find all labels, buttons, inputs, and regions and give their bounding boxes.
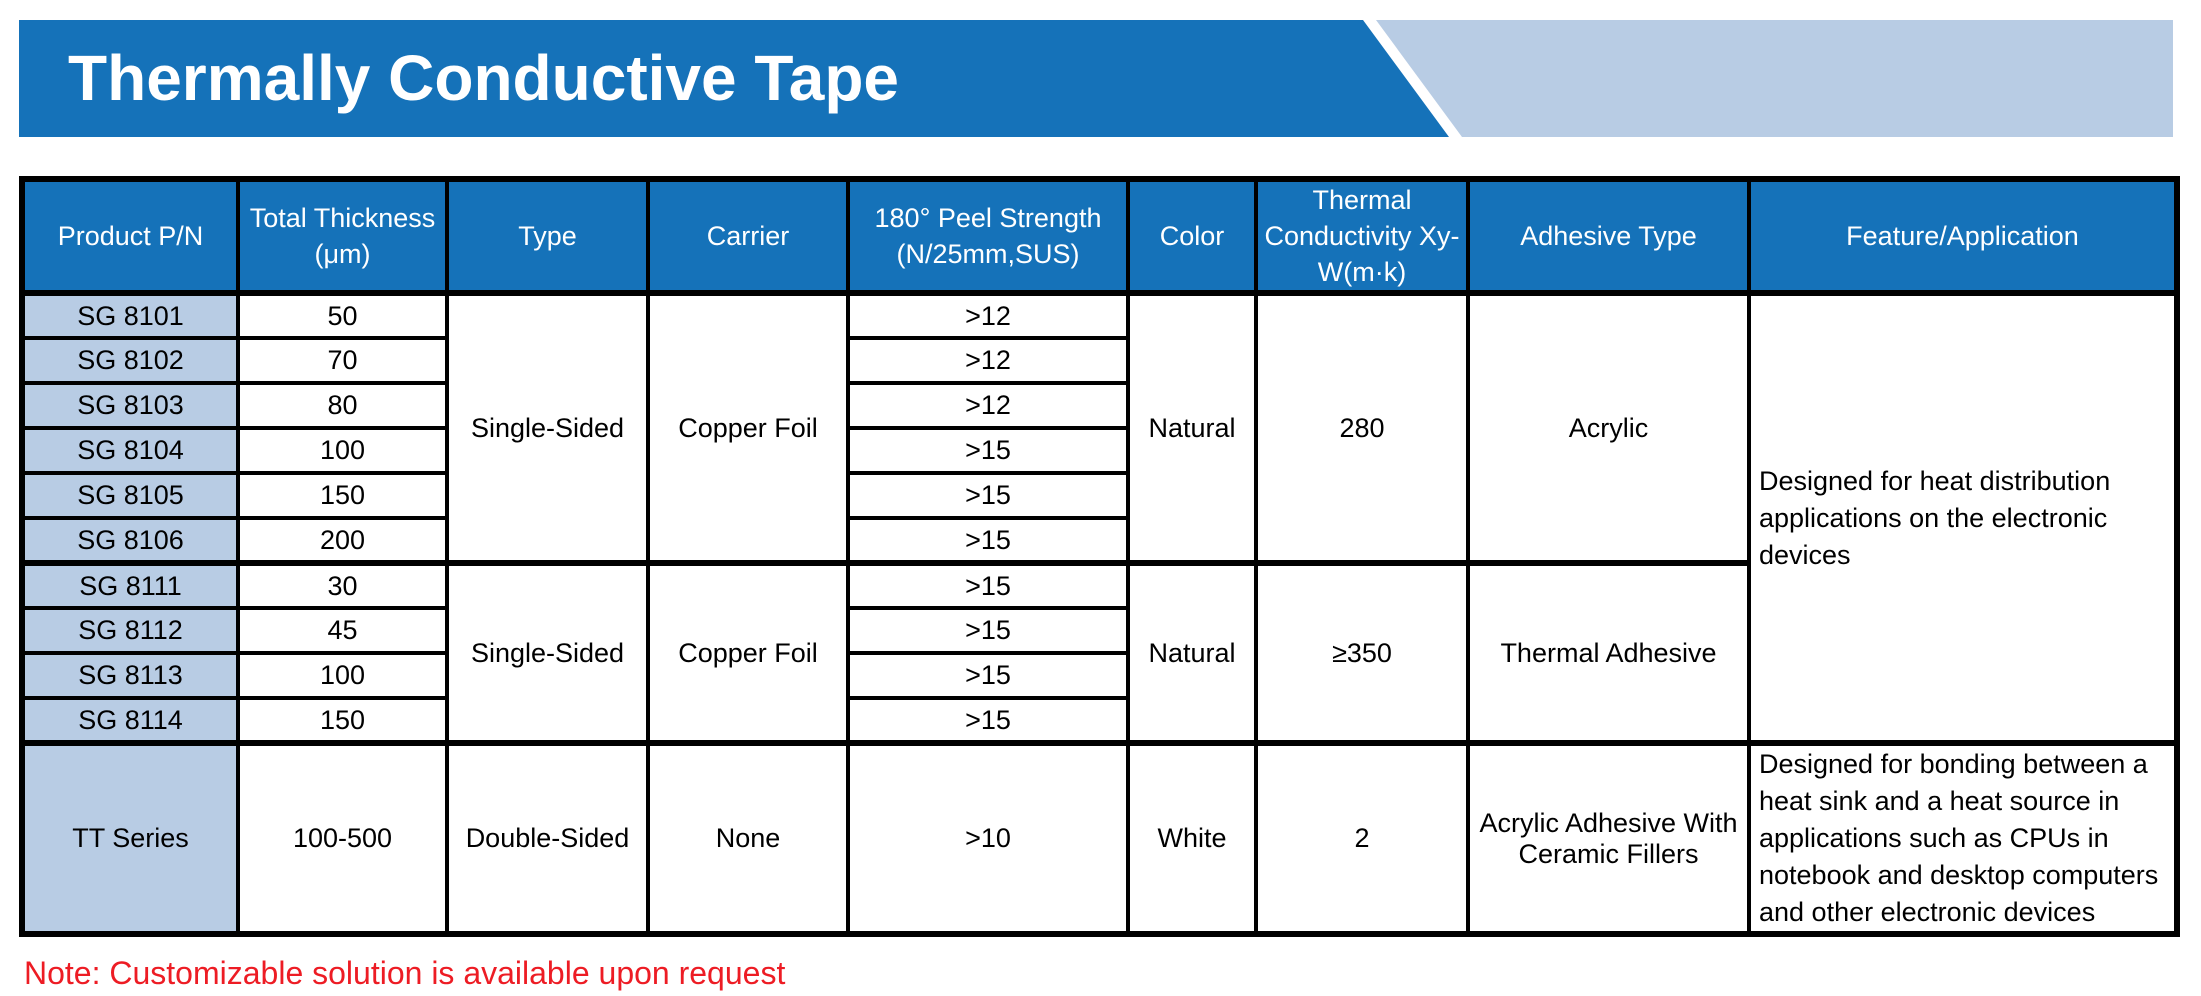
table-row-tt-series: TT Series 100-500 Double-Sided None >10 … bbox=[20, 740, 2179, 936]
cell-type-group2: Single-Sided bbox=[445, 560, 650, 745]
cell-peel: >15 bbox=[846, 426, 1130, 475]
table-row: SG 8112 45 >15 bbox=[20, 606, 2177, 655]
cell-thickness: 30 bbox=[236, 560, 449, 610]
table-row: SG 8105 150 >15 bbox=[20, 471, 2177, 520]
cell-product-pn: SG 8113 bbox=[20, 651, 240, 700]
page-title: Thermally Conductive Tape bbox=[68, 42, 899, 114]
cell-peel: >15 bbox=[846, 651, 1130, 700]
cell-carrier-tt: None bbox=[646, 740, 850, 936]
cell-thickness: 100 bbox=[236, 651, 449, 700]
title-banner: Thermally Conductive Tape bbox=[19, 20, 2173, 137]
spec-table: Product P/N Total Thickness (μm) Type Ca… bbox=[19, 176, 2180, 937]
cell-product-pn: SG 8106 bbox=[20, 516, 240, 565]
cell-carrier-group2: Copper Foil bbox=[646, 560, 850, 745]
col-header-carrier: Carrier bbox=[646, 177, 850, 296]
cell-thickness: 45 bbox=[236, 606, 449, 655]
table-row: SG 8104 100 >15 bbox=[20, 426, 2177, 475]
cell-conductivity-tt: 2 bbox=[1254, 740, 1470, 936]
cell-peel: >10 bbox=[846, 740, 1130, 936]
cell-color-tt: White bbox=[1126, 740, 1258, 936]
table-row: SG 8113 100 >15 bbox=[20, 651, 2177, 700]
cell-product-pn: SG 8103 bbox=[20, 381, 240, 430]
cell-thickness: 50 bbox=[236, 291, 449, 340]
cell-adhesive-group1: Acrylic bbox=[1466, 291, 1751, 565]
col-header-total-thickness: Total Thickness (μm) bbox=[236, 177, 449, 296]
cell-color-group2: Natural bbox=[1126, 560, 1258, 745]
cell-thickness: 100-500 bbox=[236, 740, 449, 936]
cell-feature-groups-1-2: Designed for heat distribution applicati… bbox=[1747, 291, 2179, 745]
cell-thickness: 150 bbox=[236, 471, 449, 520]
cell-thickness: 80 bbox=[236, 381, 449, 430]
col-header-adhesive-type: Adhesive Type bbox=[1466, 177, 1751, 296]
cell-product-pn: SG 8112 bbox=[20, 606, 240, 655]
table-row: SG 8101 50 Single-Sided Copper Foil >12 … bbox=[20, 291, 2179, 745]
cell-peel: >12 bbox=[846, 381, 1130, 430]
cell-product-pn: SG 8111 bbox=[20, 560, 240, 610]
cell-conductivity-group1: 280 bbox=[1254, 291, 1470, 565]
cell-peel: >15 bbox=[846, 471, 1130, 520]
cell-peel: >15 bbox=[846, 516, 1130, 565]
col-header-thermal-conductivity: Thermal Conductivity Xy-W(m·k) bbox=[1254, 177, 1470, 296]
cell-product-pn: SG 8102 bbox=[20, 336, 240, 385]
cell-peel: >15 bbox=[846, 560, 1130, 610]
cell-type-group1: Single-Sided bbox=[445, 291, 650, 565]
cell-color-group1: Natural bbox=[1126, 291, 1258, 565]
cell-adhesive-tt: Acrylic Adhesive With Ceramic Fillers bbox=[1466, 740, 1751, 936]
note-text: Note: Customizable solution is available… bbox=[24, 955, 786, 991]
cell-conductivity-group2: ≥350 bbox=[1254, 560, 1470, 745]
table-row: SG 8103 80 >12 bbox=[20, 381, 2177, 430]
cell-product-pn: SG 8104 bbox=[20, 426, 240, 475]
cell-product-pn: SG 8105 bbox=[20, 471, 240, 520]
banner-dark-shape: Thermally Conductive Tape bbox=[19, 20, 1449, 137]
cell-adhesive-group2: Thermal Adhesive bbox=[1466, 560, 1751, 745]
col-header-product-pn: Product P/N bbox=[20, 177, 240, 296]
cell-type-tt: Double-Sided bbox=[445, 740, 650, 936]
banner-light-parallelogram bbox=[1376, 20, 2173, 137]
cell-thickness: 200 bbox=[236, 516, 449, 565]
cell-peel: >15 bbox=[846, 606, 1130, 655]
cell-thickness: 150 bbox=[236, 696, 449, 745]
table-row: SG 8114 150 >15 bbox=[20, 696, 2177, 745]
col-header-color: Color bbox=[1126, 177, 1258, 296]
cell-peel: >15 bbox=[846, 696, 1130, 745]
col-header-peel-strength: 180° Peel Strength (N/25mm,SUS) bbox=[846, 177, 1130, 296]
cell-feature-tt: Designed for bonding between a heat sink… bbox=[1747, 740, 2179, 936]
cell-product-pn: SG 8114 bbox=[20, 696, 240, 745]
cell-product-pn: SG 8101 bbox=[20, 291, 240, 340]
cell-peel: >12 bbox=[846, 336, 1130, 385]
col-header-type: Type bbox=[445, 177, 650, 296]
cell-thickness: 70 bbox=[236, 336, 449, 385]
table-header-row: Product P/N Total Thickness (μm) Type Ca… bbox=[20, 177, 2179, 296]
cell-peel: >12 bbox=[846, 291, 1130, 340]
table-row: SG 8102 70 >12 bbox=[20, 336, 2177, 385]
cell-product-pn: TT Series bbox=[20, 740, 240, 936]
cell-thickness: 100 bbox=[236, 426, 449, 475]
table-row: SG 8106 200 >15 bbox=[20, 516, 2177, 565]
col-header-feature-application: Feature/Application bbox=[1747, 177, 2179, 296]
cell-carrier-group1: Copper Foil bbox=[646, 291, 850, 565]
table-row: SG 8111 30 Single-Sided Copper Foil >15 … bbox=[20, 560, 2177, 745]
